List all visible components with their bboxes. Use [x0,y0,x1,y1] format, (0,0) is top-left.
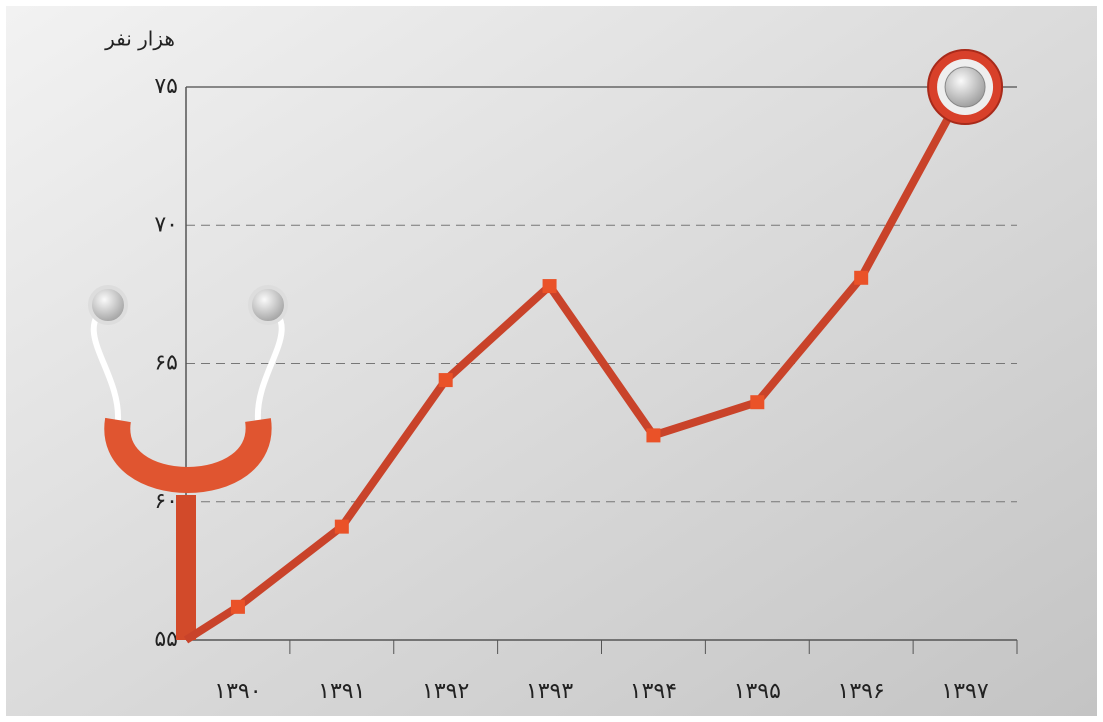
y-tick-label: ۷۰ [154,212,178,237]
stethoscope-tube [183,603,241,644]
x-tick-label: ۱۳۹۴ [630,679,677,704]
y-tick-label: ۶۰ [154,489,178,514]
x-tick-label: ۱۳۹۶ [838,679,885,704]
point [750,395,765,410]
point [542,279,557,294]
x-tick-label: ۱۳۹۲ [422,679,469,704]
x-tick-label: ۱۳۹۱ [318,679,365,704]
x-tick-label: ۱۳۹۰ [214,679,261,704]
point [438,373,453,388]
point [334,519,349,534]
x-tick-label: ۱۳۹۷ [941,679,988,704]
y-tick-label: ۵۵ [154,627,178,652]
x-tick-label: ۱۳۹۵ [734,679,781,704]
point [646,428,661,443]
point [944,66,986,108]
y-tick-label: ۶۵ [154,351,178,376]
line [235,85,969,610]
point [854,270,869,285]
y-axis-title: هزار نفر [104,27,175,51]
x-tick-label: ۱۳۹۳ [526,679,573,704]
point [230,599,245,614]
y-tick-label: ۷۵ [154,74,178,99]
stethoscope [88,285,288,640]
